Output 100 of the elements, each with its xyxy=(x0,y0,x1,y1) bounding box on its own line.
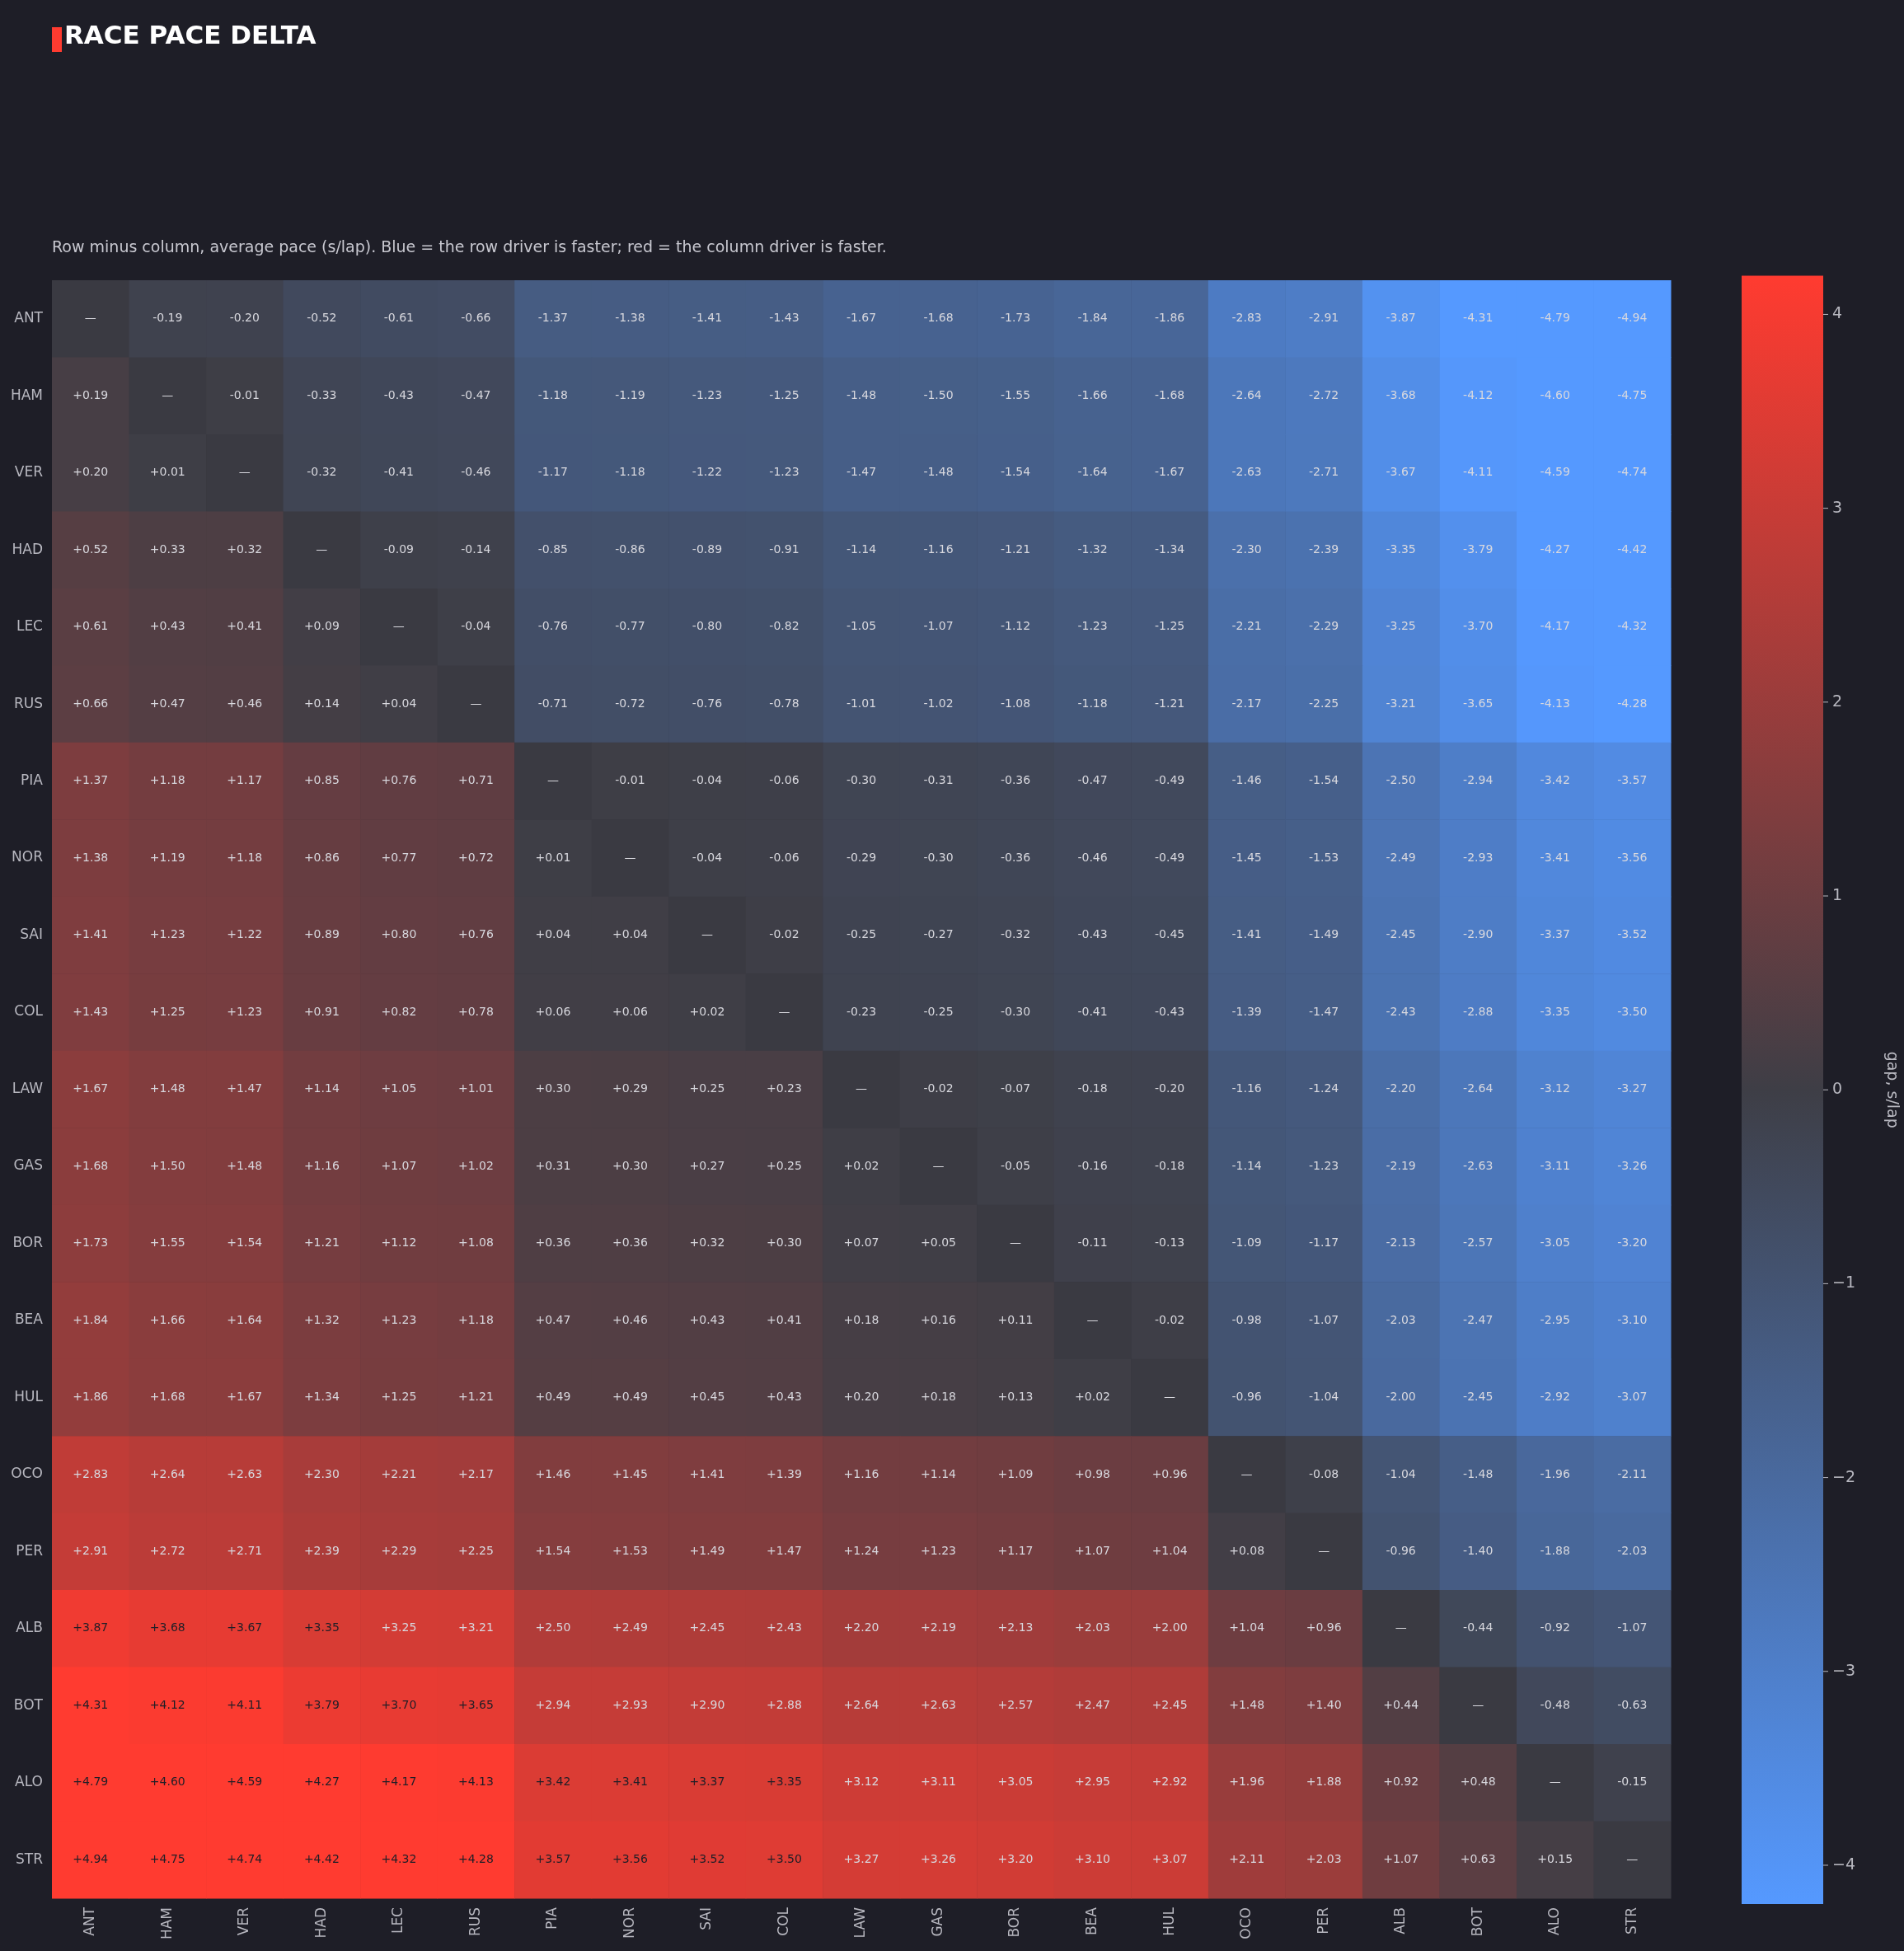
data-label: -2.25 xyxy=(1309,696,1339,710)
data-label: -2.21 xyxy=(1231,619,1262,633)
data-label: +1.37 xyxy=(73,773,109,787)
data-label: +1.23 xyxy=(227,1004,263,1018)
text: — xyxy=(238,465,251,479)
y-tick-label: HUL xyxy=(14,1387,44,1405)
data-label: +3.67 xyxy=(227,1620,263,1634)
data-label: -0.49 xyxy=(1154,773,1185,787)
data-label: +3.65 xyxy=(457,1697,494,1711)
data-label: -1.39 xyxy=(1231,1004,1262,1018)
data-label: +0.06 xyxy=(612,1004,648,1018)
x-tick-label: SAI xyxy=(697,1907,715,1930)
data-label: +4.42 xyxy=(303,1851,340,1865)
data-label: +4.79 xyxy=(73,1775,109,1789)
data-label: -0.85 xyxy=(537,542,569,556)
data-label: +0.04 xyxy=(381,696,417,710)
data-label: +0.82 xyxy=(381,1004,417,1018)
data-label: +1.88 xyxy=(1306,1775,1342,1789)
data-label: -3.41 xyxy=(1540,850,1570,864)
data-label: +2.57 xyxy=(997,1697,1034,1711)
data-label: -0.01 xyxy=(615,773,645,787)
data-label: +0.02 xyxy=(843,1158,879,1172)
data-label: +0.20 xyxy=(843,1390,879,1404)
data-label: -0.98 xyxy=(1231,1312,1262,1326)
color-bar-label: 3 xyxy=(1832,497,1843,516)
text: — xyxy=(1240,1466,1253,1480)
data-label: +1.50 xyxy=(149,1158,185,1172)
data-label: +1.38 xyxy=(73,850,109,864)
data-label: -1.17 xyxy=(1309,1236,1339,1250)
data-label: -0.25 xyxy=(846,927,877,941)
data-label: +2.45 xyxy=(689,1620,725,1634)
data-label: +1.84 xyxy=(73,1312,109,1326)
data-label: +2.92 xyxy=(1151,1775,1188,1789)
data-label: -0.78 xyxy=(769,696,800,710)
data-label: -0.02 xyxy=(1154,1312,1185,1326)
data-label: +0.63 xyxy=(1460,1851,1496,1865)
data-label: -1.67 xyxy=(846,311,877,325)
data-label: +1.18 xyxy=(457,1312,494,1326)
data-label: -3.42 xyxy=(1540,773,1570,787)
data-label: +1.54 xyxy=(227,1236,263,1250)
data-label: -0.25 xyxy=(923,1004,954,1018)
text: — xyxy=(392,619,405,633)
data-label: +3.35 xyxy=(767,1775,802,1789)
data-label: -0.09 xyxy=(383,542,414,556)
data-label: +1.21 xyxy=(457,1390,494,1404)
chart-subtitle: Row minus column, average pace (s/lap). Blue = the row driver is faster; red = the column driver is faster. xyxy=(52,237,887,256)
data-label: +3.07 xyxy=(1151,1851,1188,1865)
x-tick-label: RUS xyxy=(466,1907,483,1937)
data-label: +0.96 xyxy=(1306,1620,1342,1634)
data-label: -0.07 xyxy=(1000,1081,1031,1095)
x-tick-label: ANT xyxy=(81,1906,98,1936)
data-label: -0.11 xyxy=(1077,1236,1108,1250)
data-label: -1.73 xyxy=(1000,311,1031,325)
color-bar-label: −4 xyxy=(1832,1854,1856,1873)
data-label: +3.37 xyxy=(689,1775,725,1789)
data-label: +3.87 xyxy=(73,1620,109,1634)
data-label: -2.13 xyxy=(1386,1236,1416,1250)
data-label: -2.92 xyxy=(1540,1390,1570,1404)
data-label: -1.16 xyxy=(1231,1081,1262,1095)
data-label: -3.57 xyxy=(1617,773,1648,787)
data-label: +1.16 xyxy=(303,1158,340,1172)
data-label: +1.25 xyxy=(381,1390,417,1404)
data-label: -1.64 xyxy=(1077,465,1108,479)
data-label: +0.52 xyxy=(73,542,109,556)
data-label: +0.20 xyxy=(73,465,109,479)
data-label: -2.90 xyxy=(1463,927,1494,941)
data-label: -2.64 xyxy=(1463,1081,1494,1095)
data-label: -2.29 xyxy=(1309,619,1339,633)
data-label: -4.60 xyxy=(1540,387,1570,401)
data-label: -4.28 xyxy=(1617,696,1648,710)
data-label: -3.56 xyxy=(1617,850,1648,864)
data-label: +3.35 xyxy=(303,1620,340,1634)
data-label: -0.31 xyxy=(923,773,954,787)
data-label: +0.05 xyxy=(921,1236,956,1250)
data-label: -0.06 xyxy=(769,850,800,864)
data-label: -0.92 xyxy=(1540,1620,1570,1634)
data-label: -2.03 xyxy=(1617,1544,1648,1557)
data-label: -0.72 xyxy=(615,696,645,710)
data-label: -0.48 xyxy=(1540,1697,1570,1711)
text: — xyxy=(1164,1390,1176,1404)
y-tick-label: ALO xyxy=(15,1773,43,1790)
color-bar-label: −1 xyxy=(1832,1273,1856,1292)
x-tick-label: OCO xyxy=(1237,1907,1254,1939)
data-label: -0.43 xyxy=(1154,1004,1185,1018)
data-label: -0.04 xyxy=(692,773,723,787)
data-label: -0.04 xyxy=(692,850,723,864)
data-label: +3.10 xyxy=(1075,1851,1111,1865)
x-tick-label: BOR xyxy=(1006,1906,1023,1938)
data-label: +1.14 xyxy=(921,1466,957,1480)
data-label: -1.43 xyxy=(769,311,800,325)
data-label: +0.41 xyxy=(227,619,263,633)
data-label: +0.32 xyxy=(689,1236,725,1250)
data-label: -0.32 xyxy=(1000,927,1031,941)
color-bar-label: 1 xyxy=(1832,884,1843,903)
data-label: -0.82 xyxy=(769,619,800,633)
data-label: -1.86 xyxy=(1154,311,1185,325)
text: — xyxy=(701,927,713,941)
data-label: -0.20 xyxy=(1154,1081,1185,1095)
data-label: +1.67 xyxy=(73,1081,109,1095)
data-label: +1.41 xyxy=(73,927,109,941)
